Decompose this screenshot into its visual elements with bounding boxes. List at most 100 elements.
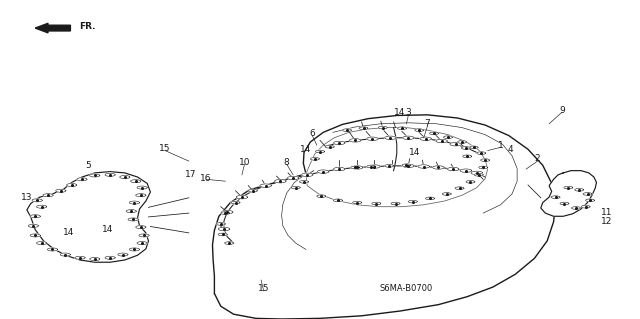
Polygon shape [316,150,324,153]
Polygon shape [118,253,128,256]
Polygon shape [397,127,406,130]
Text: 14: 14 [409,148,420,157]
Text: 11: 11 [601,208,612,217]
Polygon shape [260,184,271,187]
Polygon shape [351,166,363,169]
Polygon shape [372,202,381,205]
Polygon shape [36,241,47,245]
Text: 1: 1 [498,141,503,150]
Text: 7: 7 [425,119,430,128]
Polygon shape [218,227,230,231]
Polygon shape [469,146,478,149]
Polygon shape [367,137,378,140]
Text: 13: 13 [21,193,33,202]
Polygon shape [36,205,47,208]
Polygon shape [301,173,313,176]
Polygon shape [90,257,100,261]
Polygon shape [310,158,319,160]
Polygon shape [460,169,472,172]
Polygon shape [477,152,486,154]
Polygon shape [560,202,569,205]
Polygon shape [56,189,66,192]
Polygon shape [474,174,483,176]
Polygon shape [471,171,483,174]
Polygon shape [248,189,257,192]
Polygon shape [236,196,248,199]
Polygon shape [367,165,376,168]
Text: 8: 8 [284,158,289,167]
Polygon shape [30,234,40,237]
Polygon shape [349,139,361,142]
Text: 6: 6 [310,129,315,138]
Polygon shape [27,172,150,262]
Polygon shape [287,176,299,180]
Polygon shape [359,127,368,130]
Polygon shape [581,205,590,208]
Polygon shape [43,194,53,197]
Text: 12: 12 [601,217,612,226]
Polygon shape [342,129,351,131]
Polygon shape [275,180,286,183]
Polygon shape [291,186,300,189]
Polygon shape [426,197,435,200]
Text: 16: 16 [200,174,212,182]
Polygon shape [429,132,438,135]
Polygon shape [32,199,42,202]
Polygon shape [378,126,387,129]
Polygon shape [30,215,40,218]
Polygon shape [317,195,326,197]
Polygon shape [105,173,115,176]
Polygon shape [466,181,475,183]
Polygon shape [221,212,230,214]
Text: 2: 2 [535,154,540,163]
Polygon shape [385,136,396,139]
Text: S6MA-B0700: S6MA-B0700 [380,284,433,293]
Polygon shape [90,174,100,177]
Polygon shape [353,201,362,204]
Polygon shape [479,166,488,169]
Polygon shape [541,171,596,216]
Polygon shape [403,164,414,167]
Polygon shape [126,210,136,213]
Polygon shape [75,256,85,259]
Polygon shape [385,165,394,167]
Polygon shape [137,186,147,189]
Polygon shape [128,218,138,221]
Text: 10: 10 [239,158,250,167]
Text: 14: 14 [63,228,75,237]
Polygon shape [572,207,580,209]
Polygon shape [461,147,470,149]
Polygon shape [564,186,573,189]
Polygon shape [60,253,70,256]
Polygon shape [418,165,429,168]
Polygon shape [139,234,149,237]
Polygon shape [447,167,459,171]
Polygon shape [221,211,233,214]
Text: 15: 15 [159,144,171,153]
Polygon shape [351,166,360,169]
Text: 5: 5 [86,161,91,170]
Text: 9: 9 [559,106,564,115]
Polygon shape [317,170,329,173]
Polygon shape [67,183,77,187]
Text: 17: 17 [185,170,196,179]
Polygon shape [325,145,334,148]
Text: 3: 3 [406,108,411,117]
Polygon shape [218,233,227,236]
Polygon shape [28,224,38,227]
Polygon shape [216,223,225,225]
Polygon shape [403,136,414,139]
Polygon shape [583,193,592,195]
Polygon shape [47,248,58,251]
Polygon shape [225,242,234,244]
Polygon shape [391,202,400,205]
Polygon shape [129,248,140,251]
Polygon shape [333,199,342,202]
Polygon shape [420,137,431,140]
Polygon shape [131,180,141,183]
Polygon shape [586,199,595,202]
Polygon shape [551,196,560,198]
Text: FR.: FR. [79,22,95,31]
Polygon shape [77,178,87,181]
Polygon shape [436,139,447,143]
